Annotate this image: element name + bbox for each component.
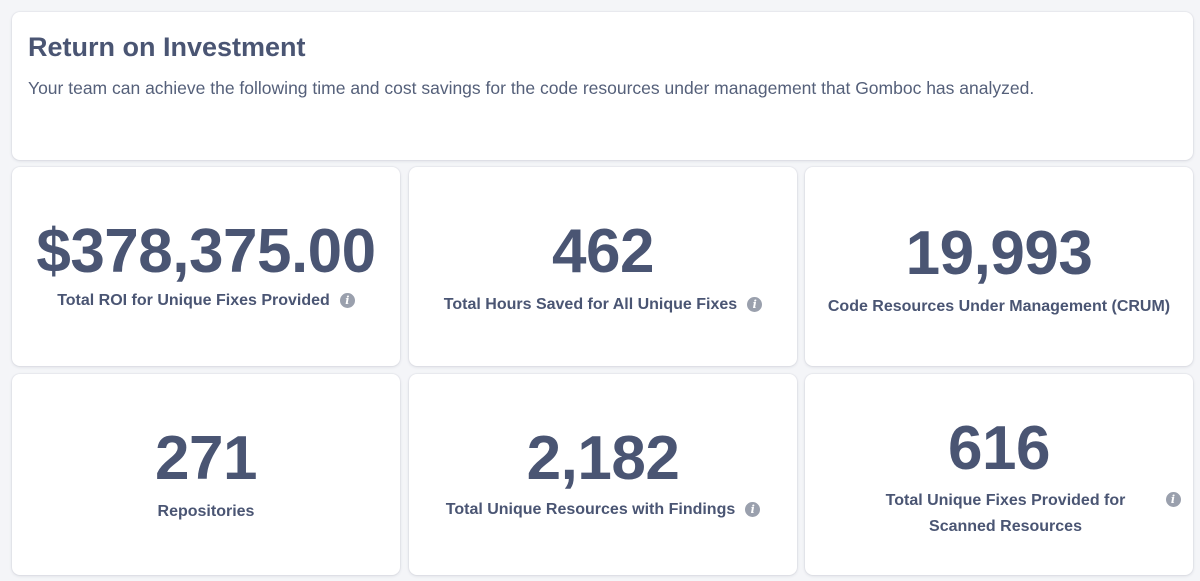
page-description: Your team can achieve the following time… <box>28 78 1035 98</box>
stat-value: 19,993 <box>905 219 1093 288</box>
stat-label-text: Repositories <box>157 503 255 520</box>
stat-label-text: Total Hours Saved for All Unique Fixes <box>443 296 738 313</box>
stat-label-text: Code Resources Under Management (CRUM) <box>827 298 1171 315</box>
stat-value: $378,375.00 <box>36 217 376 286</box>
info-icon[interactable]: i <box>747 297 763 312</box>
roi-header-card: Return on Investment Your team can achie… <box>12 12 1193 160</box>
stat-label-text: Total Unique Fixes Provided for Scanned … <box>885 492 1126 535</box>
stat-value: 462 <box>552 217 654 286</box>
stat-value: 271 <box>155 424 257 493</box>
stat-card-total-roi: $378,375.00 Total ROI for Unique Fixes P… <box>12 167 400 366</box>
stat-label: Total Unique Resources with Findings i <box>446 498 761 522</box>
stat-label: Total Hours Saved for All Unique Fixes i <box>443 293 763 317</box>
stat-value: 2,182 <box>526 424 680 493</box>
info-icon[interactable]: i <box>1165 492 1181 507</box>
stat-card-resources-with-findings: 2,182 Total Unique Resources with Findin… <box>409 374 797 575</box>
stat-label: Total ROI for Unique Fixes Provided i <box>57 289 355 313</box>
stat-card-repositories: 271 Repositories <box>12 374 400 575</box>
info-icon[interactable]: i <box>745 502 761 517</box>
stat-card-hours-saved: 462 Total Hours Saved for All Unique Fix… <box>409 167 797 366</box>
stat-card-unique-fixes: 616 Total Unique Fixes Provided for Scan… <box>805 374 1193 575</box>
stat-value: 616 <box>948 414 1050 483</box>
stat-label: Code Resources Under Management (CRUM) <box>828 295 1170 319</box>
stat-label-text: Total ROI for Unique Fixes Provided <box>57 292 330 309</box>
info-icon[interactable]: i <box>339 293 355 308</box>
stat-card-crum: 19,993 Code Resources Under Management (… <box>805 167 1193 366</box>
stat-label: Repositories <box>158 500 255 524</box>
page-title: Return on Investment <box>28 32 306 62</box>
stat-label: Total Unique Fixes Provided for Scanned … <box>818 488 1181 540</box>
stat-label-text: Total Unique Resources with Findings <box>445 501 736 518</box>
